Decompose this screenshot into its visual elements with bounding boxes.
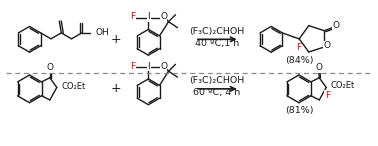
Text: +: + bbox=[110, 33, 121, 46]
Text: O: O bbox=[315, 63, 322, 72]
Text: OH: OH bbox=[95, 28, 109, 37]
Text: F: F bbox=[130, 62, 135, 71]
Text: (81%): (81%) bbox=[285, 106, 313, 115]
Text: I: I bbox=[147, 62, 150, 71]
Text: O: O bbox=[160, 12, 167, 21]
Text: O: O bbox=[160, 62, 167, 71]
Text: O: O bbox=[333, 21, 340, 30]
Text: CO₂Et: CO₂Et bbox=[331, 81, 355, 90]
Text: F: F bbox=[130, 12, 135, 21]
Text: CO₂Et: CO₂Et bbox=[62, 82, 86, 91]
Text: (84%): (84%) bbox=[285, 56, 313, 65]
Text: +: + bbox=[110, 82, 121, 95]
Text: O: O bbox=[324, 41, 331, 51]
Text: 40 ºC,1 h: 40 ºC,1 h bbox=[195, 39, 239, 48]
Text: (F₃C)₂CHOH: (F₃C)₂CHOH bbox=[189, 27, 244, 36]
Text: F: F bbox=[325, 91, 330, 100]
Text: (F₃C)₂CHOH: (F₃C)₂CHOH bbox=[189, 76, 244, 85]
Text: O: O bbox=[46, 63, 53, 72]
Text: F: F bbox=[296, 43, 301, 52]
Text: 60 ºC, 4 h: 60 ºC, 4 h bbox=[193, 88, 240, 97]
Text: I: I bbox=[147, 12, 150, 21]
